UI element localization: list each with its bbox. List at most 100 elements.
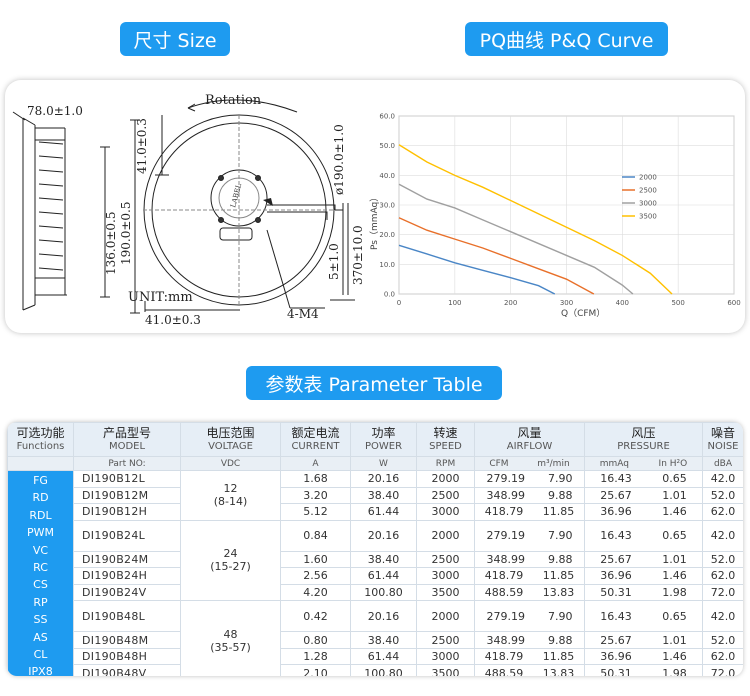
label-sticker-text: LABEL: [229, 182, 243, 208]
voltage-value: 24: [223, 547, 238, 561]
dim-190-label: 190.0±0.5: [119, 202, 133, 266]
value-cell: 1.28: [280, 647, 351, 666]
column-header-cn: 电压范围: [206, 425, 255, 440]
units-cell: VDC: [180, 456, 281, 471]
chart-grid: [398, 115, 735, 295]
value-cell: 3500: [416, 583, 475, 602]
value-cell: 1.68: [280, 470, 351, 488]
value-cell: 38.40: [350, 486, 417, 504]
column-header-en: NOISE: [707, 440, 739, 452]
table-row: DI190B48L 48 (35-57) 0.42 20.16 2000 279.19 7.9…: [8, 600, 743, 676]
value-item: 25.67: [600, 552, 632, 566]
noise-cell: 42.0: [702, 519, 743, 552]
voltage-range: (15-27): [210, 560, 251, 574]
value-item: 488.59: [484, 585, 524, 599]
value-cell: 61.44: [350, 647, 417, 666]
table-row: FG RD RDL PWM VC RC CS RP SS AS CL IPX8 DI190B12L 12(…: [7, 470, 743, 676]
function-item: CL: [33, 648, 48, 662]
y-tick-label: 20.0: [379, 231, 395, 239]
value-cell-pair: 418.79 11.85: [474, 567, 585, 585]
x-tick-label: 200: [504, 299, 517, 307]
column-header-cn: 产品型号: [102, 425, 151, 440]
x-tick-label: 400: [616, 299, 629, 307]
value-item: 13.83: [542, 585, 575, 599]
value-cell: 38.40: [350, 631, 417, 649]
value-item: 25.67: [600, 633, 632, 647]
dim-190-diameter-label: ø190.0±1.0: [332, 124, 346, 195]
units-cell: mmAq In H²O: [584, 456, 703, 471]
value-cell: 61.44: [350, 503, 417, 521]
units-cell-empty: [7, 456, 74, 471]
value-item: 50.31: [600, 666, 632, 676]
model-cell: DI190B24L: [73, 519, 181, 552]
value-item: 9.88: [548, 552, 573, 566]
units-cell: CFM m³/min: [474, 456, 585, 471]
value-cell: 20.16: [350, 519, 417, 552]
unit-label: In H²O: [658, 458, 688, 469]
dim-5-label: 5±1.0: [327, 243, 341, 280]
voltage-cell: 12 (8-14): [180, 470, 281, 521]
column-header-cn: 功率: [371, 425, 396, 440]
value-cell-pair: 50.31 1.98: [584, 583, 703, 602]
value-cell: 2000: [416, 519, 475, 552]
column-header-cn: 风压: [631, 425, 656, 440]
series-line: [398, 144, 673, 295]
model-cell: DI190B48V: [73, 664, 181, 676]
model-cell: DI190B12H: [73, 503, 181, 521]
value-cell-pair: 348.99 9.88: [474, 486, 585, 504]
value-item: 16.43: [600, 529, 632, 543]
value-cell-pair: 36.96 1.46: [584, 567, 703, 585]
value-item: 1.46: [662, 569, 687, 583]
fan-drawing: 78.0±1.0 136.0±0.5 190.0±0.5 41.0±0.3: [12, 93, 741, 327]
model-cell: DI190B12L: [73, 470, 181, 488]
value-cell-pair: 16.43 0.65: [584, 470, 703, 488]
units-cell: W: [350, 456, 417, 471]
y-tick-label: 50.0: [379, 142, 395, 150]
noise-cell: 52.0: [702, 550, 743, 569]
noise-cell: 42.0: [702, 600, 743, 633]
noise-cell: 72.0: [702, 664, 743, 676]
value-cell-pair: 488.59 13.83: [474, 664, 585, 676]
value-item: 9.88: [548, 633, 573, 647]
function-item: RD: [32, 491, 49, 505]
value-item: 25.67: [600, 488, 632, 502]
column-header-cn: 噪音: [710, 425, 735, 440]
noise-cell: 52.0: [702, 486, 743, 504]
model-cell: DI190B24V: [73, 583, 181, 602]
column-header: 产品型号 MODEL: [73, 422, 181, 457]
noise-cell: 62.0: [702, 647, 743, 666]
units-cell: Part NO:: [73, 456, 181, 471]
value-cell-pair: 418.79 11.85: [474, 647, 585, 666]
dim-41-vertical-label: 41.0±0.3: [135, 118, 149, 174]
functions-list: FG RD RDL PWM VC RC CS RP SS AS CL IPX8: [7, 470, 74, 676]
value-item: 1.01: [662, 552, 687, 566]
column-header: 风量 AIRFLOW: [474, 422, 585, 457]
voltage-cell: 24 (15-27): [180, 519, 281, 602]
value-item: 11.85: [542, 505, 575, 519]
value-item: 36.96: [600, 569, 632, 583]
column-header: 转速 SPEED: [416, 422, 475, 457]
table-row: DI190B24V 4.20 100.80 3500 488.59 13.83 50.31 1…: [8, 583, 743, 602]
value-item: 348.99: [486, 552, 526, 566]
unit-label: mmAq: [599, 458, 630, 469]
chart-lines: [398, 144, 673, 295]
value-item: 0.65: [662, 472, 687, 486]
y-tick-label: 30.0: [379, 202, 395, 210]
value-cell: 4.20: [280, 583, 351, 602]
column-header-en: POWER: [364, 440, 403, 452]
column-header-en: MODEL: [108, 440, 146, 452]
value-item: 279.19: [486, 529, 526, 543]
function-item: SS: [33, 613, 48, 627]
value-item: 1.98: [662, 585, 687, 599]
model-cell: DI190B48H: [73, 647, 181, 666]
value-cell: 2500: [416, 631, 475, 649]
chart-x-label: Q（CFM）: [561, 308, 605, 319]
value-cell-pair: 25.67 1.01: [584, 631, 703, 649]
rotation-label: Rotation: [205, 93, 262, 108]
series-line: [398, 217, 595, 295]
noise-cell: 42.0: [702, 470, 743, 488]
voltage-value: 48: [223, 628, 238, 642]
pq-curve-header: PQ曲线 P&Q Curve: [465, 22, 668, 56]
model-cell: DI190B12M: [73, 486, 181, 504]
function-item: CS: [33, 578, 48, 592]
